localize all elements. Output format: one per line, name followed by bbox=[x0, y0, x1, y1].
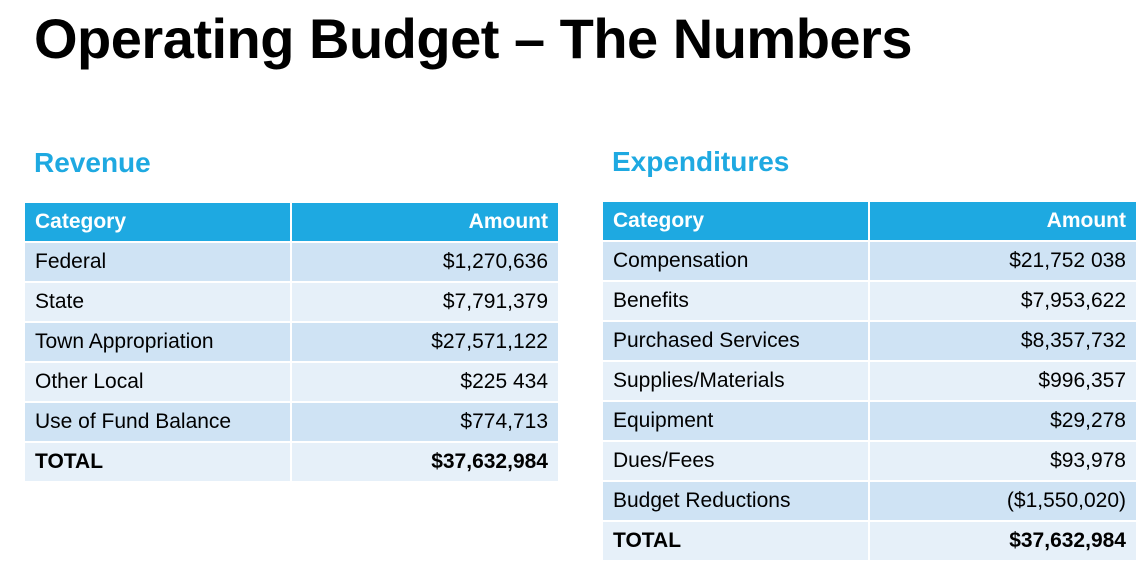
table-row: Equipment $29,278 bbox=[601, 400, 1138, 442]
table-row: Use of Fund Balance $774,713 bbox=[23, 401, 560, 443]
table-row: Benefits $7,953,622 bbox=[601, 280, 1138, 322]
revenue-amount-cell: $225 434 bbox=[290, 361, 560, 403]
expenditures-amount-cell: $29,278 bbox=[868, 400, 1138, 442]
revenue-category-cell: Other Local bbox=[23, 361, 292, 403]
expenditures-category-cell: Benefits bbox=[601, 280, 870, 322]
revenue-amount-cell: $1,270,636 bbox=[290, 241, 560, 283]
revenue-heading: Revenue bbox=[34, 147, 151, 178]
revenue-amount-cell: $7,791,379 bbox=[290, 281, 560, 323]
page-title: Operating Budget – The Numbers bbox=[34, 7, 913, 70]
revenue-header-row: Category Amount bbox=[23, 201, 560, 243]
table-row: Town Appropriation $27,571,122 bbox=[23, 321, 560, 363]
expenditures-amount-cell: $8,357,732 bbox=[868, 320, 1138, 362]
table-row: State $7,791,379 bbox=[23, 281, 560, 323]
revenue-total-amount: $37,632,984 bbox=[290, 441, 560, 483]
expenditures-category-cell: Purchased Services bbox=[601, 320, 870, 362]
revenue-category-cell: Use of Fund Balance bbox=[23, 401, 292, 443]
expenditures-amount-cell: $93,978 bbox=[868, 440, 1138, 482]
table-row: Budget Reductions ($1,550,020) bbox=[601, 480, 1138, 522]
expenditures-amount-cell: $21,752 038 bbox=[868, 240, 1138, 282]
expenditures-total-label: TOTAL bbox=[601, 520, 870, 562]
revenue-amount-cell: $27,571,122 bbox=[290, 321, 560, 363]
revenue-category-cell: Federal bbox=[23, 241, 292, 283]
expenditures-total-row: TOTAL $37,632,984 bbox=[601, 520, 1138, 562]
revenue-amount-header: Amount bbox=[290, 201, 560, 243]
expenditures-section: Expenditures bbox=[612, 142, 789, 182]
revenue-amount-cell: $774,713 bbox=[290, 401, 560, 443]
expenditures-amount-cell: $996,357 bbox=[868, 360, 1138, 402]
revenue-total-label: TOTAL bbox=[23, 441, 292, 483]
revenue-table: Category Amount Federal $1,270,636 State… bbox=[23, 201, 560, 483]
table-row: Federal $1,270,636 bbox=[23, 241, 560, 283]
revenue-category-header: Category bbox=[23, 201, 292, 243]
revenue-category-cell: Town Appropriation bbox=[23, 321, 292, 363]
revenue-category-cell: State bbox=[23, 281, 292, 323]
expenditures-category-cell: Supplies/Materials bbox=[601, 360, 870, 402]
table-row: Other Local $225 434 bbox=[23, 361, 560, 403]
expenditures-table: Category Amount Compensation $21,752 038… bbox=[601, 200, 1138, 562]
expenditures-heading: Expenditures bbox=[612, 146, 790, 177]
table-row: Supplies/Materials $996,357 bbox=[601, 360, 1138, 402]
expenditures-amount-cell: ($1,550,020) bbox=[868, 480, 1138, 522]
expenditures-total-amount: $37,632,984 bbox=[868, 520, 1138, 562]
table-row: Purchased Services $8,357,732 bbox=[601, 320, 1138, 362]
revenue-total-row: TOTAL $37,632,984 bbox=[23, 441, 560, 483]
expenditures-amount-cell: $7,953,622 bbox=[868, 280, 1138, 322]
table-row: Compensation $21,752 038 bbox=[601, 240, 1138, 282]
expenditures-category-cell: Dues/Fees bbox=[601, 440, 870, 482]
table-row: Dues/Fees $93,978 bbox=[601, 440, 1138, 482]
expenditures-category-cell: Budget Reductions bbox=[601, 480, 870, 522]
expenditures-category-cell: Compensation bbox=[601, 240, 870, 282]
expenditures-category-cell: Equipment bbox=[601, 400, 870, 442]
expenditures-header-row: Category Amount bbox=[601, 200, 1138, 242]
revenue-section: Revenue bbox=[34, 143, 151, 183]
expenditures-category-header: Category bbox=[601, 200, 870, 242]
expenditures-amount-header: Amount bbox=[868, 200, 1138, 242]
